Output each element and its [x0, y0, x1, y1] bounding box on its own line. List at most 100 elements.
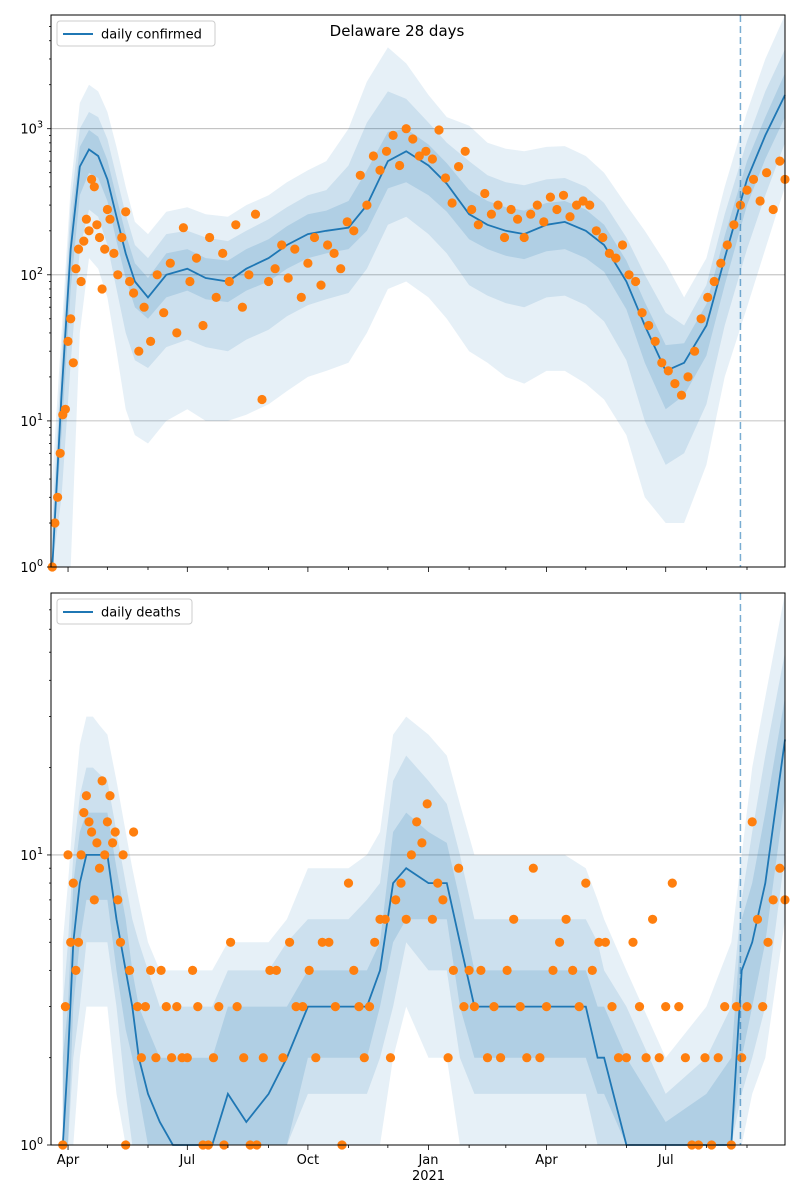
- deaths-observed-point-2: [63, 850, 73, 860]
- confirmed-observed-point-125: [762, 168, 772, 178]
- confirmed-observed-point-7: [66, 314, 76, 324]
- deaths-observed-point-50: [258, 1053, 268, 1063]
- confirmed-observed-point-13: [81, 214, 91, 224]
- confirmed-y-axis: 100 101 102 103: [20, 26, 51, 576]
- confirmed-observed-point-62: [349, 226, 359, 236]
- confirmed-observed-point-92: [545, 192, 556, 202]
- confirmed-observed-point-112: [676, 390, 687, 400]
- deaths-observed-point-73: [396, 878, 406, 888]
- deaths-legend-box: [56, 598, 193, 625]
- confirmed-observed-point-30: [139, 302, 149, 312]
- deaths-observed-point-125: [720, 1002, 730, 1012]
- confirmed-y-tick-label-3: 103: [20, 120, 43, 138]
- deaths-observed-point-42: [208, 1053, 219, 1063]
- x-tick-label-4: Apr: [535, 1153, 558, 1168]
- confirmed-observed-point-15: [87, 174, 97, 184]
- confirmed-observed-point-94: [558, 190, 569, 200]
- deaths-observed-point-35: [172, 1002, 182, 1012]
- confirmed-observed-point-34: [165, 258, 175, 268]
- confirmed-observed-point-127: [775, 156, 785, 166]
- confirmed-observed-point-45: [237, 302, 247, 312]
- deaths-observed-point-113: [641, 1053, 651, 1063]
- confirmed-observed-point-61: [342, 217, 352, 227]
- confirmed-observed-point-115: [696, 314, 706, 324]
- deaths-observed-point-63: [343, 878, 354, 888]
- confirmed-observed-point-124: [755, 196, 765, 206]
- deaths-observed-point-79: [427, 914, 437, 924]
- confirmed-observed-point-126: [768, 204, 778, 215]
- deaths-observed-point-116: [661, 1002, 671, 1012]
- confirmed-observed-point-27: [125, 276, 135, 287]
- confirmed-observed-point-116: [703, 292, 713, 302]
- deaths-observed-point-107: [600, 937, 611, 947]
- confirmed-observed-point-98: [585, 200, 595, 210]
- deaths-observed-point-47: [239, 1053, 249, 1063]
- deaths-observed-point-54: [285, 937, 295, 947]
- x-tick-label-5: Jul: [657, 1153, 674, 1168]
- confirmed-observed-point-103: [617, 240, 628, 250]
- deaths-band-outer: [62, 593, 786, 1145]
- deaths-observed-point-101: [561, 914, 571, 924]
- confirmed-observed-point-41: [211, 292, 221, 302]
- confirmed-observed-point-88: [519, 232, 529, 243]
- deaths-observed-point-7: [76, 850, 86, 860]
- deaths-observed-point-133: [763, 937, 773, 947]
- confirmed-observed-point-31: [146, 336, 156, 346]
- deaths-observed-point-18: [105, 791, 115, 801]
- deaths-observed-point-5: [71, 965, 81, 976]
- confirmed-observed-point-5: [60, 404, 70, 414]
- deaths-observed-point-19: [108, 838, 118, 848]
- confirmed-observed-point-3: [55, 448, 65, 458]
- confirmed-observed-point-42: [218, 248, 228, 258]
- deaths-observed-point-8: [79, 808, 89, 818]
- confirmed-observed-point-90: [532, 200, 542, 210]
- deaths-observed-point-32: [156, 965, 166, 976]
- deaths-observed-point-92: [502, 965, 512, 976]
- deaths-observed-point-93: [509, 914, 519, 924]
- deaths-observed-point-76: [412, 817, 422, 827]
- deaths-observed-point-90: [489, 1002, 499, 1012]
- confirmed-observed-point-54: [296, 292, 306, 302]
- confirmed-axes-frame: [50, 14, 786, 568]
- confirmed-observed-points: [47, 124, 790, 572]
- deaths-observed-point-60: [324, 937, 334, 947]
- deaths-observed-point-122: [700, 1053, 710, 1063]
- deaths-observed-point-58: [311, 1053, 321, 1063]
- confirmed-observed-point-80: [467, 204, 477, 215]
- confirmed-observed-point-59: [329, 248, 339, 258]
- deaths-observed-point-77: [417, 838, 427, 848]
- confirmed-legend-box: [56, 20, 216, 47]
- deaths-observed-point-43: [214, 1002, 224, 1012]
- confirmed-observed-point-95: [565, 212, 575, 222]
- confirmed-observed-point-101: [604, 248, 615, 258]
- confirmed-observed-point-86: [506, 204, 516, 215]
- deaths-observed-point-16: [100, 850, 110, 860]
- confirmed-observed-point-52: [283, 273, 293, 283]
- x-year-label: 2021: [412, 1169, 445, 1184]
- deaths-uncertainty-bands: [62, 593, 786, 1145]
- deaths-observed-point-95: [522, 1053, 532, 1063]
- confirmed-observed-point-53: [290, 244, 300, 254]
- deaths-observed-point-99: [548, 965, 558, 976]
- deaths-observed-point-104: [581, 878, 591, 888]
- confirmed-observed-point-38: [191, 253, 202, 263]
- deaths-observed-point-130: [747, 817, 757, 827]
- deaths-observed-point-3: [66, 937, 76, 947]
- confirmed-observed-point-100: [598, 232, 608, 243]
- deaths-observed-point-115: [654, 1053, 664, 1063]
- deaths-observed-point-1: [60, 1002, 70, 1012]
- confirmed-band-inner: [52, 73, 786, 567]
- deaths-band-inner: [62, 697, 786, 1145]
- deaths-observed-point-51: [265, 965, 275, 976]
- confirmed-observed-point-17: [92, 220, 102, 230]
- deaths-observed-point-132: [758, 1002, 768, 1012]
- chart-title: Delaware 28 days: [330, 22, 465, 40]
- confirmed-observed-point-76: [440, 173, 451, 183]
- confirmed-observed-point-99: [591, 226, 601, 236]
- deaths-observed-point-118: [674, 1002, 684, 1012]
- confirmed-observed-point-110: [663, 366, 673, 376]
- confirmed-observed-point-63: [355, 170, 365, 180]
- confirmed-observed-point-60: [336, 264, 346, 274]
- deaths-observed-point-97: [535, 1053, 545, 1063]
- deaths-observed-point-83: [448, 965, 458, 976]
